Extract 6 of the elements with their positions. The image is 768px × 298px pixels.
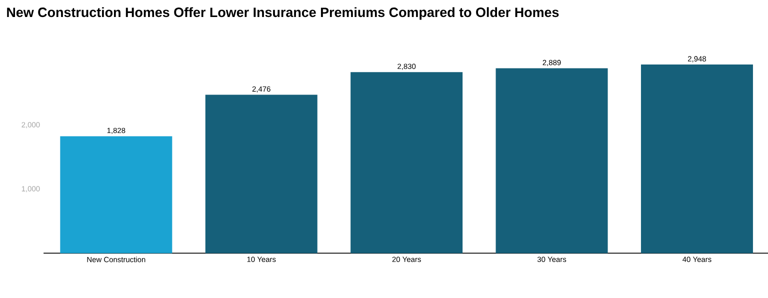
bar (496, 68, 608, 254)
bar (350, 72, 463, 254)
chart-title: New Construction Homes Offer Lower Insurance Premiums Compared to Older Homes (7, 7, 559, 20)
bar (60, 136, 172, 254)
bar (205, 94, 318, 254)
bar (640, 64, 753, 254)
